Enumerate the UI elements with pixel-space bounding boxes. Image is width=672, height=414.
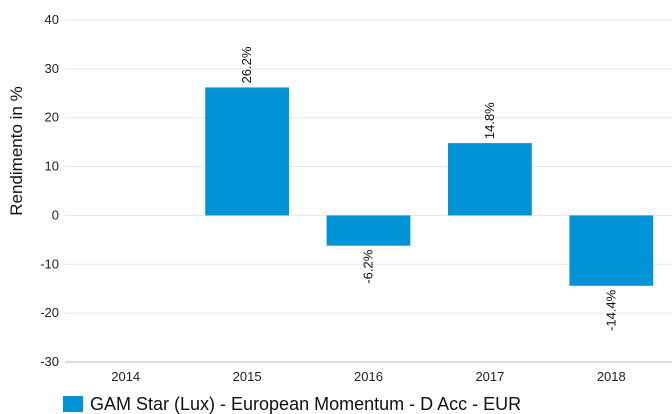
data-label: 26.2% [239,46,254,83]
x-tick-label: 2016 [354,369,383,384]
y-tick-label: 30 [45,61,59,76]
y-axis-title: Rendimento in % [7,86,26,215]
x-tick-label: 2015 [233,369,262,384]
x-tick-label: 2018 [597,369,626,384]
bar-2018[interactable] [569,215,654,286]
data-label: -14.4% [603,289,618,331]
y-tick-label: 40 [45,12,59,27]
legend-swatch [63,396,83,412]
bar-2016[interactable] [326,215,411,246]
y-tick-label: 10 [45,159,59,174]
bar-2015[interactable] [205,87,289,216]
y-tick-label: -30 [40,354,59,369]
data-label: 14.8% [482,102,497,139]
bars [205,87,654,286]
data-label: -6.2% [361,249,376,283]
bar-2017[interactable] [448,143,532,216]
gridlines [65,19,672,363]
y-axis-ticks: -30 -20 -10 0 10 20 30 40 [40,12,59,369]
x-tick-label: 2014 [111,369,140,384]
data-labels: 26.2% -6.2% 14.8% -14.4% [239,46,618,331]
legend-label: GAM Star (Lux) - European Momentum - D A… [90,394,521,414]
y-tick-label: -10 [40,256,59,271]
x-tick-label: 2017 [475,369,504,384]
y-tick-label: -20 [40,305,59,320]
y-tick-label: 0 [52,207,59,222]
legend[interactable]: GAM Star (Lux) - European Momentum - D A… [63,394,521,414]
x-axis-ticks: 2014 2015 2016 2017 2018 [111,369,626,384]
y-tick-label: 20 [45,110,59,125]
